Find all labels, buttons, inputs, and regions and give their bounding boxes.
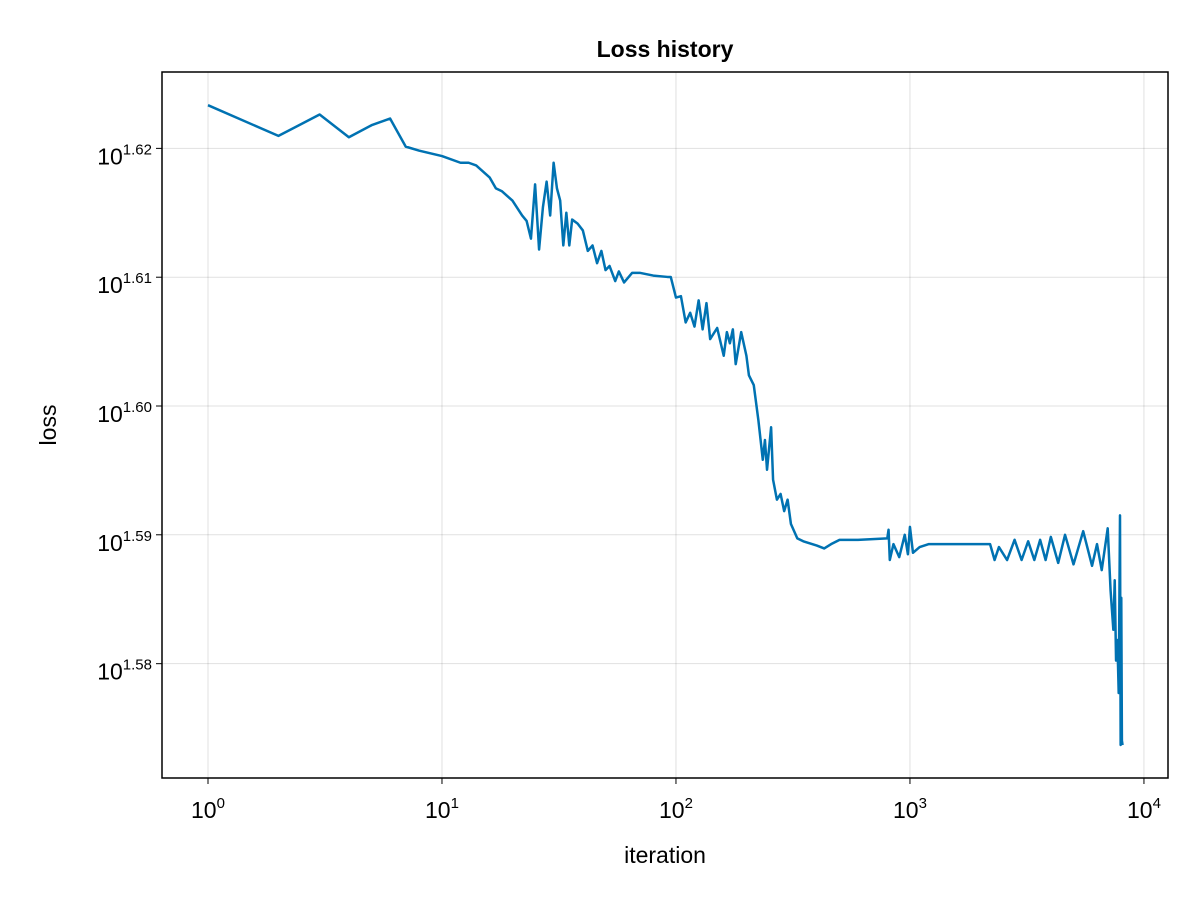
tick-base: 10	[893, 797, 919, 823]
tick-exponent: 1.59	[123, 528, 152, 545]
loss-line	[207, 104, 1124, 747]
x-tick-label: 104	[1127, 795, 1161, 823]
tick-exponent: 3	[919, 795, 927, 812]
x-tick-label: 101	[425, 795, 459, 823]
tick-base: 10	[97, 401, 123, 427]
tick-base: 10	[97, 272, 123, 298]
tick-exponent: 2	[685, 795, 693, 812]
plot-frame	[161, 71, 1169, 779]
tick-base: 10	[659, 797, 685, 823]
x-tick-label: 103	[893, 795, 927, 823]
tick-exponent: 1.61	[123, 270, 152, 287]
tick-exponent: 1.58	[123, 657, 152, 674]
chart-title: Loss history	[597, 36, 734, 62]
y-tick-label: 101.59	[97, 528, 152, 556]
tick-exponent: 1.60	[123, 399, 152, 416]
tick-exponent: 4	[1153, 795, 1161, 812]
tick-base: 10	[97, 143, 123, 169]
x-axis-label: iteration	[624, 842, 706, 868]
tick-base: 10	[1127, 797, 1153, 823]
tick-base: 10	[425, 797, 451, 823]
y-tick-label: 101.58	[97, 657, 152, 685]
x-tick-label: 102	[659, 795, 693, 823]
y-tick-label: 101.62	[97, 141, 152, 169]
tick-exponent: 1.62	[123, 141, 152, 158]
y-tick-label: 101.61	[97, 270, 152, 298]
tick-exponent: 0	[217, 795, 225, 812]
tick-exponent: 1	[451, 795, 459, 812]
x-tick-label: 100	[191, 795, 225, 823]
tick-base: 10	[191, 797, 217, 823]
tick-base: 10	[97, 530, 123, 556]
y-tick-label: 101.60	[97, 399, 152, 427]
tick-base: 10	[97, 659, 123, 685]
y-axis-label: loss	[35, 405, 61, 446]
